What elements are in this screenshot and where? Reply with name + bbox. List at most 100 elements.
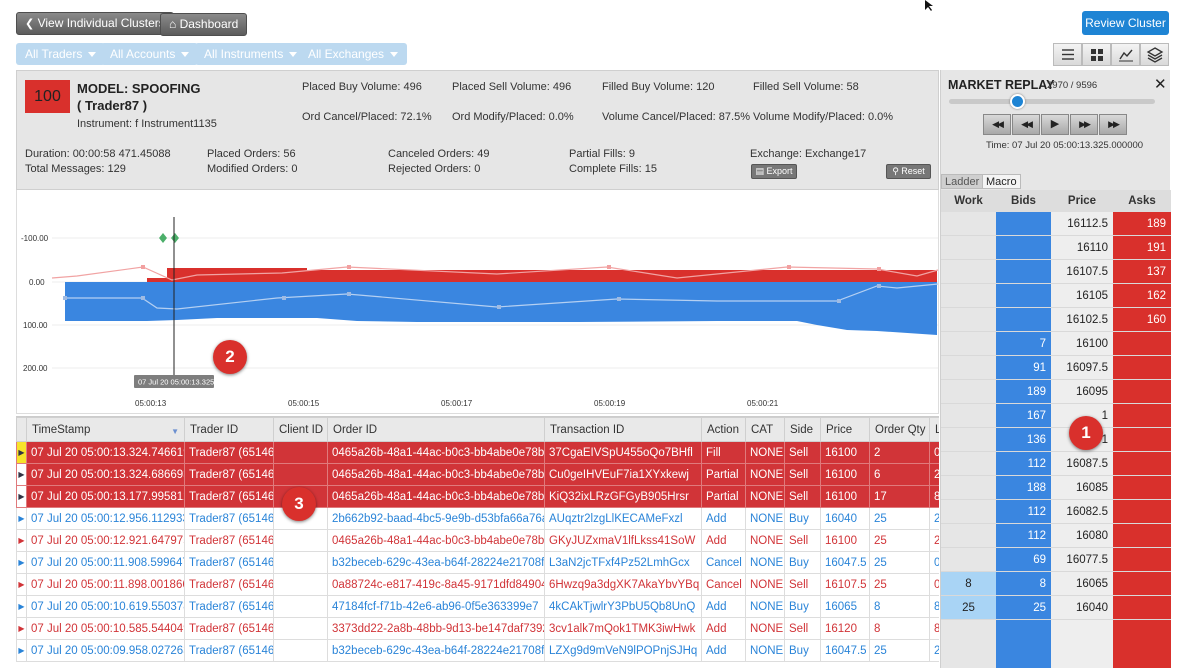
reset-button[interactable]: ⚲ Reset xyxy=(886,164,931,179)
ladder-row[interactable]: 16105 162 xyxy=(941,284,1171,308)
row-expand-icon[interactable]: ▶ xyxy=(16,573,27,596)
list-view-button[interactable] xyxy=(1053,43,1082,66)
table-row[interactable]: ▶ 07 Jul 20 05:00:10.619.550378 Trader87 (… xyxy=(16,595,939,618)
filter-exchanges[interactable]: All Exchanges xyxy=(299,43,408,65)
rewind-icon: ◀◀ xyxy=(1021,119,1033,129)
cell-order-id: b32beceb-629c-43ea-b64f-28224e21708f xyxy=(327,639,545,662)
view-clusters-button[interactable]: ❮ View Individual Clusters xyxy=(16,12,174,35)
replay-slider[interactable] xyxy=(949,94,1155,109)
ladder-row[interactable]: 189 16095 xyxy=(941,380,1171,404)
grid-view-button[interactable] xyxy=(1082,43,1111,66)
cell-order-qty: 25 xyxy=(869,551,930,574)
cell-side: Buy xyxy=(784,595,821,618)
ladder-row[interactable]: 69 16077.5 xyxy=(941,548,1171,572)
fast-forward-button[interactable]: ▶▶ xyxy=(1070,114,1098,135)
table-row[interactable]: ▶ 07 Jul 20 05:00:13.324.686693 Trader87 (… xyxy=(16,463,939,486)
score-badge: 100 xyxy=(25,80,70,113)
filter-accounts[interactable]: All Accounts xyxy=(101,43,199,65)
row-expand-icon[interactable]: ▶ xyxy=(16,639,27,662)
ladder-row[interactable]: 112 16087.5 xyxy=(941,452,1171,476)
row-expand-icon[interactable]: ▶ xyxy=(16,617,27,640)
header-price[interactable]: Price xyxy=(820,417,870,442)
ladder-row[interactable]: 188 16085 xyxy=(941,476,1171,500)
play-button[interactable]: ▶ xyxy=(1041,114,1069,135)
header-order-id[interactable]: Order ID xyxy=(327,417,545,442)
cell-order-qty: 25 xyxy=(869,573,930,596)
header-side[interactable]: Side xyxy=(784,417,821,442)
row-expand-icon[interactable]: ▶ xyxy=(16,595,27,618)
dashboard-button[interactable]: ⌂ Dashboard xyxy=(160,13,248,36)
header-trader-id[interactable]: Trader ID xyxy=(184,417,274,442)
cell-side: Sell xyxy=(784,463,821,486)
table-row[interactable]: ▶ 07 Jul 20 05:00:11.898.001866 Trader87 (… xyxy=(16,573,939,596)
filter-accounts-label: All Accounts xyxy=(110,47,176,61)
cell-cat: NONE xyxy=(745,507,785,530)
rejected-orders-stat: Rejected Orders: 0 xyxy=(388,163,481,175)
row-expand-icon[interactable]: ▶ xyxy=(16,463,27,486)
cell-side: Buy xyxy=(784,551,821,574)
ladder-row[interactable]: 7 16100 xyxy=(941,332,1171,356)
ladder-row[interactable]: 112 16082.5 xyxy=(941,500,1171,524)
filter-traders[interactable]: All Traders xyxy=(16,43,106,65)
tab-macro[interactable]: Macro xyxy=(982,174,1021,189)
ladder-work-cell xyxy=(941,524,996,548)
row-expand-icon[interactable]: ▶ xyxy=(16,485,27,508)
cell-timestamp: 07 Jul 20 05:00:13.324.746619 xyxy=(26,441,185,464)
row-expand-icon[interactable]: ▶ xyxy=(16,551,27,574)
table-row[interactable]: ▶ 07 Jul 20 05:00:10.585.544049 Trader87 (… xyxy=(16,617,939,640)
ladder-row[interactable]: 16107.5 137 xyxy=(941,260,1171,284)
table-row[interactable]: ▶ 07 Jul 20 05:00:13.324.746619 Trader87 (… xyxy=(16,441,939,464)
rewind-button[interactable]: ◀◀ xyxy=(1012,114,1040,135)
cell-order-qty: 25 xyxy=(869,507,930,530)
skip-start-button[interactable]: ◀◀ xyxy=(983,114,1011,135)
ladder-bid-cell: 112 xyxy=(996,452,1051,476)
ladder-row[interactable]: 16112.5 189 xyxy=(941,212,1171,236)
header-transaction-id[interactable]: Transaction ID xyxy=(544,417,702,442)
slider-handle[interactable] xyxy=(1010,94,1025,109)
ladder-row[interactable]: 16102.5 160 xyxy=(941,308,1171,332)
table-row[interactable]: ▶ 07 Jul 20 05:00:12.956.112933 Trader87 (… xyxy=(16,507,939,530)
header-cat[interactable]: CAT xyxy=(745,417,785,442)
caret-down-icon xyxy=(289,52,298,58)
table-row[interactable]: ▶ 07 Jul 20 05:00:09.958.027263 Trader87 (… xyxy=(16,639,939,662)
ladder-row[interactable]: 136 1 xyxy=(941,428,1171,452)
order-volume-chart[interactable]: -100.00 0.00 100.00 200.00 05:00:13 05:0… xyxy=(16,190,939,414)
ladder-row[interactable]: 91 16097.5 xyxy=(941,356,1171,380)
skip-end-button[interactable]: ▶▶ xyxy=(1099,114,1127,135)
header-timestamp[interactable]: TimeStamp ▼ xyxy=(26,417,185,442)
row-expand-icon[interactable]: ▶ xyxy=(16,507,27,530)
buy-line-markers xyxy=(63,284,881,309)
row-expand-icon[interactable]: ▶ xyxy=(16,441,27,464)
ladder-row[interactable]: 16110 191 xyxy=(941,236,1171,260)
ladder-row[interactable]: 8 8 16065 xyxy=(941,572,1171,596)
fast-forward-icon: ▶▶ xyxy=(1079,119,1091,129)
header-timestamp-label: TimeStamp xyxy=(32,423,91,436)
close-icon[interactable]: ✕ xyxy=(1154,76,1167,93)
cell-leaves: 2 xyxy=(929,463,939,486)
header-client-id[interactable]: Client ID xyxy=(273,417,328,442)
header-leaves[interactable]: Le xyxy=(929,417,939,442)
cell-side: Sell xyxy=(784,617,821,640)
review-cluster-button[interactable]: Review Cluster xyxy=(1082,11,1169,35)
cell-transaction-id: L3aN2jcTFxf4Pz52LmhGcx xyxy=(544,551,702,574)
row-expand-icon[interactable]: ▶ xyxy=(16,529,27,552)
cell-price: 16047.5 xyxy=(820,551,870,574)
table-row[interactable]: ▶ 07 Jul 20 05:00:13.177.995812 Trader87 (… xyxy=(16,485,939,508)
header-order-qty[interactable]: Order Qty xyxy=(869,417,930,442)
header-action[interactable]: Action xyxy=(701,417,746,442)
ladder-ask-cell xyxy=(1113,380,1171,404)
chart-view-button[interactable] xyxy=(1111,43,1140,66)
table-header-row: TimeStamp ▼ Trader ID Client ID Order ID… xyxy=(16,417,939,442)
ladder-row[interactable]: 112 16080 xyxy=(941,524,1171,548)
ladder-work-cell xyxy=(941,548,996,572)
table-row[interactable]: ▶ 07 Jul 20 05:00:11.908.599647 Trader87 (… xyxy=(16,551,939,574)
ladder-row[interactable]: 167 1 xyxy=(941,404,1171,428)
export-button[interactable]: ▤ Export xyxy=(751,164,797,179)
filter-instruments[interactable]: All Instruments xyxy=(195,43,307,65)
annotation-badge-3: 3 xyxy=(282,487,316,521)
table-row[interactable]: ▶ 07 Jul 20 05:00:12.921.647975 Trader87 (… xyxy=(16,529,939,552)
layers-view-button[interactable] xyxy=(1140,43,1169,66)
cell-leaves: 0 xyxy=(929,573,939,596)
ladder-row[interactable]: 25 25 16040 xyxy=(941,596,1171,620)
tab-ladder[interactable]: Ladder xyxy=(941,174,984,189)
